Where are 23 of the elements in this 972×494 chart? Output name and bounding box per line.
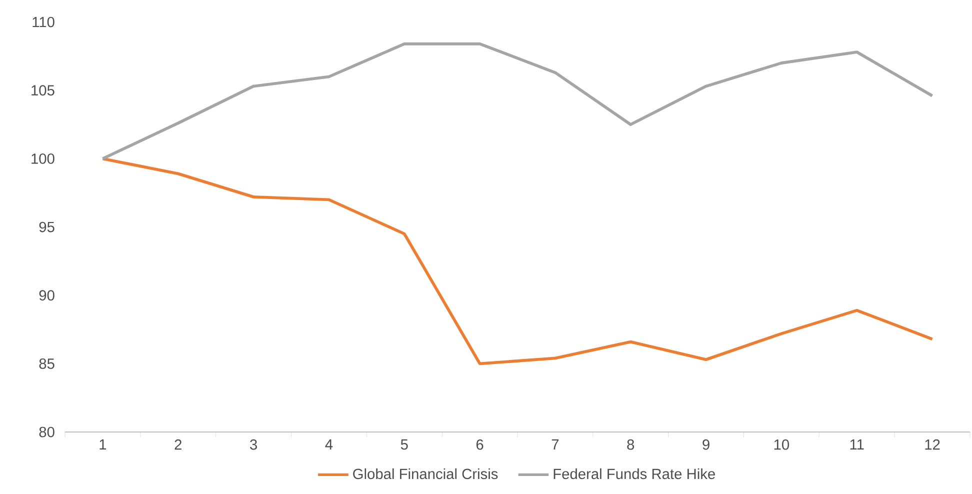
x-tick-label: 9: [702, 439, 710, 450]
x-tick-label: 12: [925, 439, 940, 450]
y-tick-label: 105: [32, 85, 54, 96]
x-tick-label: 8: [627, 439, 634, 450]
x-tick-label: 2: [174, 439, 182, 450]
line-series: [101, 42, 934, 160]
y-tick-label: 90: [39, 290, 54, 301]
y-tick-label: 95: [39, 222, 54, 232]
x-tick-label: 10: [774, 439, 790, 450]
legend-label: Global Financial Crisis: [353, 468, 498, 480]
y-tick-label: 100: [32, 153, 54, 164]
x-tick-label: 3: [250, 439, 257, 450]
y-tick-label: 85: [39, 358, 54, 369]
x-tick-label: 4: [325, 439, 333, 450]
x-tick-label: 7: [552, 439, 559, 450]
x-tick-label: 5: [400, 439, 408, 450]
y-tick-label: 110: [32, 16, 54, 28]
x-tick-label: 6: [476, 439, 484, 450]
y-tick-label: 80: [39, 426, 54, 438]
x-tick-label: 11: [850, 439, 864, 450]
line-series: [101, 157, 934, 366]
x-tick-label: 1: [100, 439, 106, 450]
legend-label: Federal Funds Rate Hike: [554, 468, 715, 480]
